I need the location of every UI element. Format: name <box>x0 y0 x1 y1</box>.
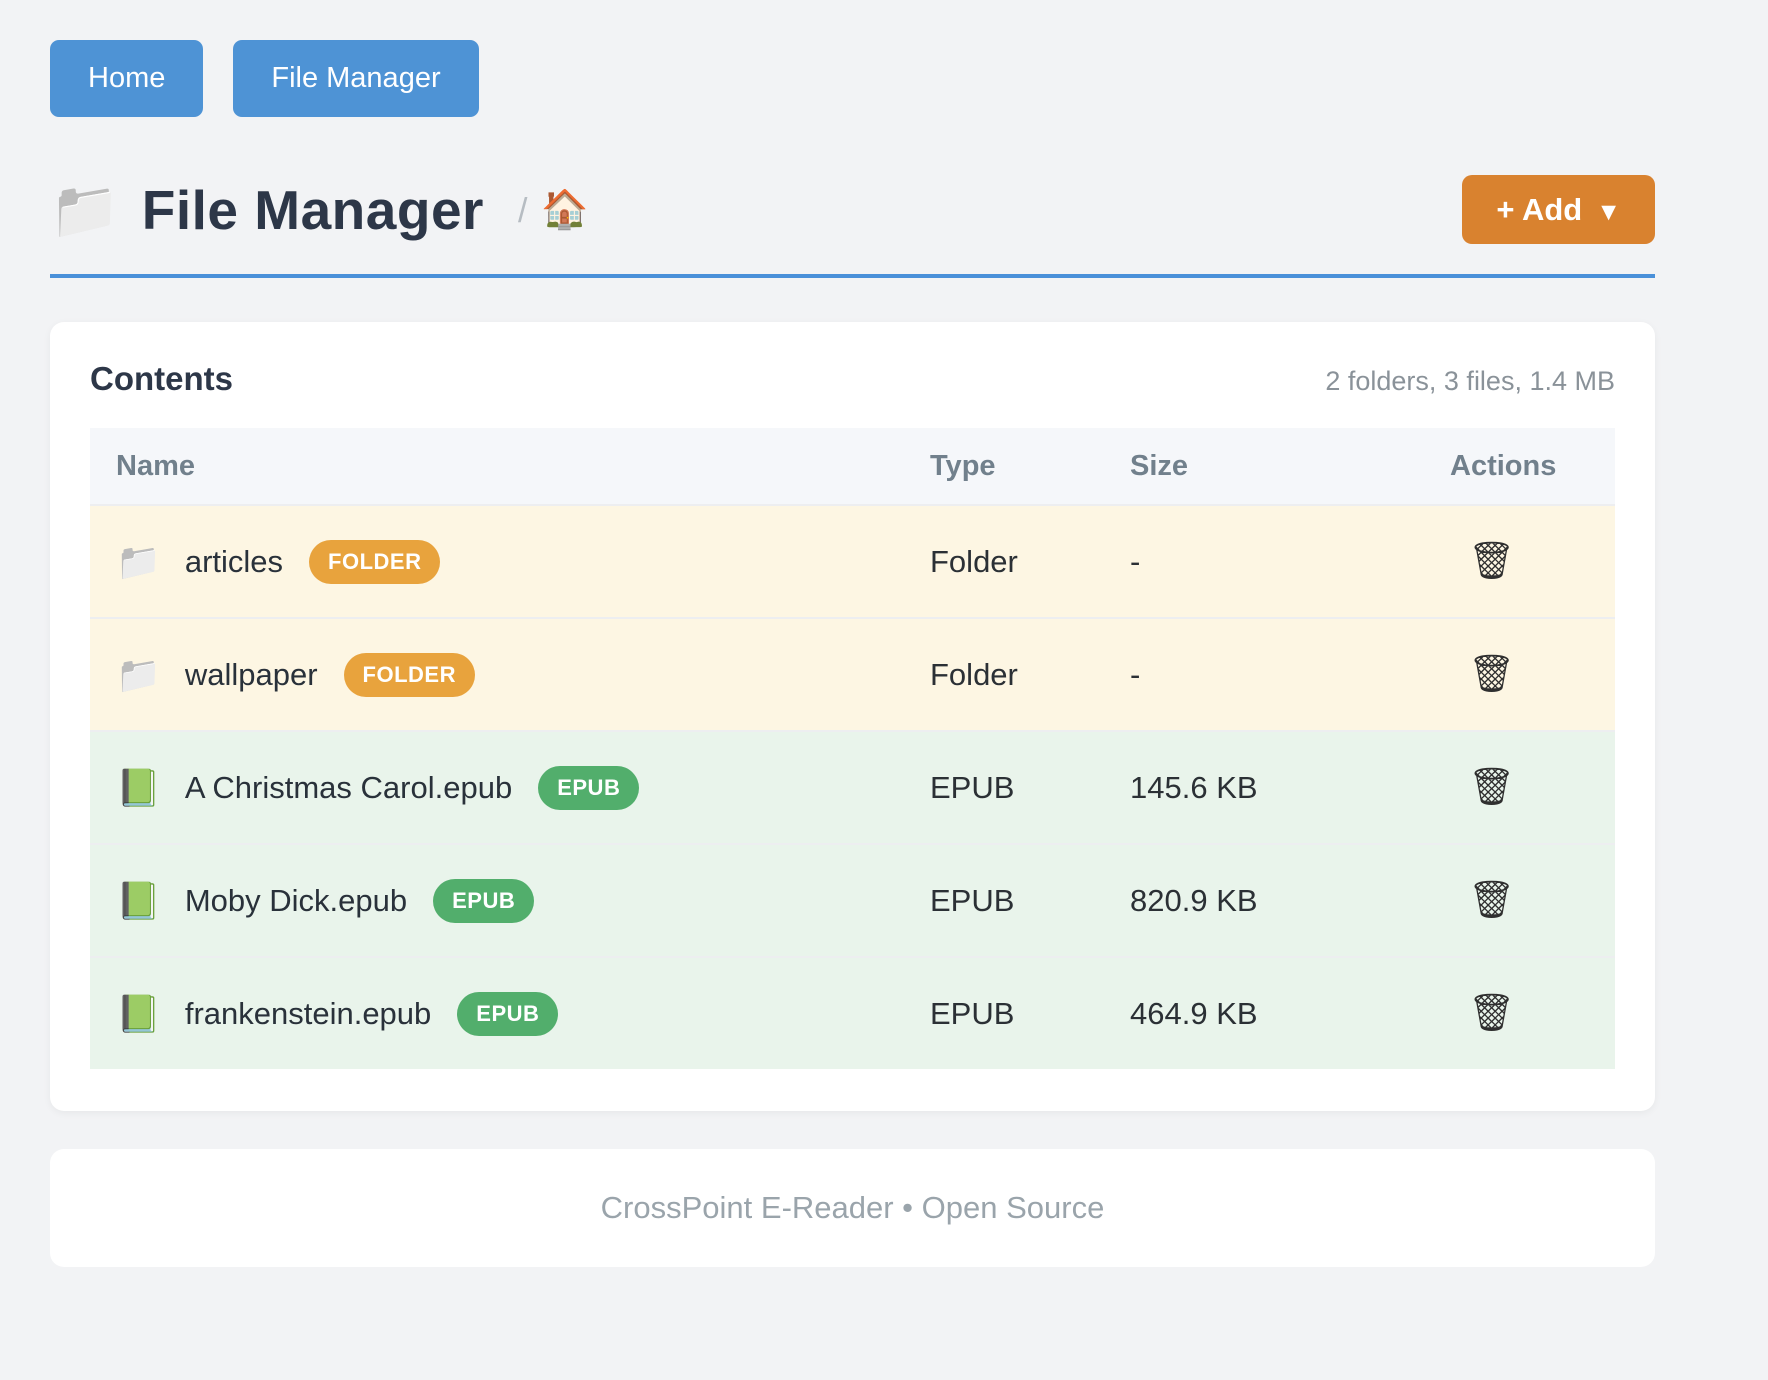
folder-icon: 📁 <box>50 177 120 241</box>
type-value: Folder <box>930 543 1018 579</box>
home-icon[interactable]: 🏠 <box>541 188 589 231</box>
size-value: 464.9 KB <box>1130 995 1258 1031</box>
file-table: Name Type Size Actions 📁 articles FOLDER… <box>90 428 1615 1069</box>
type-value: Folder <box>930 656 1018 692</box>
chevron-down-icon: ▼ <box>1596 197 1621 226</box>
page-title: File Manager <box>141 178 484 241</box>
title-divider <box>50 274 1655 278</box>
type-value: EPUB <box>930 769 1015 805</box>
add-button[interactable]: + Add ▼ <box>1462 175 1655 244</box>
table-row-frankenstein: 📗 frankenstein.epub EPUB EPUB 464.9 KB 🗑 <box>90 956 1615 1069</box>
file-name-link[interactable]: frankenstein.epub <box>184 995 432 1031</box>
size-value: 145.6 KB <box>1130 769 1258 805</box>
file-name-link[interactable]: Moby Dick.epub <box>184 882 408 918</box>
size-value: - <box>1130 656 1141 692</box>
size-value: 820.9 KB <box>1130 882 1258 918</box>
table-header-row: Name Type Size Actions <box>90 428 1615 504</box>
file-name-link[interactable]: A Christmas Carol.epub <box>184 769 513 805</box>
file-name-link[interactable]: wallpaper <box>184 656 318 692</box>
trash-icon[interactable]: 🗑 <box>1468 540 1515 581</box>
contents-summary: 2 folders, 3 files, 1.4 MB <box>1325 366 1615 396</box>
page-container: Home File Manager 📁 File Manager / 🏠 + A… <box>50 0 1655 1267</box>
table-row-moby-dick: 📗 Moby Dick.epub EPUB EPUB 820.9 KB 🗑 <box>90 843 1615 956</box>
trash-icon[interactable]: 🗑 <box>1468 879 1515 920</box>
book-icon: 📗 <box>116 879 161 921</box>
file-name-link[interactable]: articles <box>184 543 284 579</box>
folder-icon: 📁 <box>116 653 161 695</box>
trash-icon[interactable]: 🗑 <box>1468 992 1515 1033</box>
folder-icon: 📁 <box>116 540 161 582</box>
contents-heading: Contents <box>90 360 233 397</box>
breadcrumb-separator: / <box>517 191 528 230</box>
table-row-wallpaper: 📁 wallpaper FOLDER Folder - 🗑 <box>90 617 1615 730</box>
folder-badge: FOLDER <box>343 652 475 697</box>
trash-icon[interactable]: 🗑 <box>1468 653 1515 694</box>
footer-text: CrossPoint E-Reader • Open Source <box>600 1190 1105 1225</box>
top-nav: Home File Manager <box>50 40 1655 117</box>
book-icon: 📗 <box>116 992 161 1034</box>
page-header: 📁 File Manager / 🏠 + Add ▼ <box>50 175 1655 244</box>
book-icon: 📗 <box>116 766 161 808</box>
type-value: EPUB <box>930 882 1015 918</box>
nav-home-button[interactable]: Home <box>50 40 204 117</box>
column-header-type: Type <box>930 449 996 482</box>
footer: CrossPoint E-Reader • Open Source <box>50 1149 1655 1267</box>
add-button-label: + Add <box>1496 191 1583 227</box>
epub-badge: EPUB <box>433 878 535 923</box>
folder-badge: FOLDER <box>309 539 441 584</box>
epub-badge: EPUB <box>457 991 559 1036</box>
card-header: Contents 2 folders, 3 files, 1.4 MB <box>90 360 1615 398</box>
nav-file-manager-button[interactable]: File Manager <box>233 40 479 117</box>
epub-badge: EPUB <box>538 765 640 810</box>
table-row-christmas-carol: 📗 A Christmas Carol.epub EPUB EPUB 145.6… <box>90 730 1615 843</box>
column-header-size: Size <box>1130 449 1189 482</box>
breadcrumb: / 🏠 <box>518 188 589 232</box>
size-value: - <box>1130 543 1141 579</box>
column-header-name: Name <box>116 449 195 482</box>
contents-card: Contents 2 folders, 3 files, 1.4 MB Name… <box>50 322 1655 1111</box>
trash-icon[interactable]: 🗑 <box>1468 766 1515 807</box>
column-header-actions: Actions <box>1450 449 1557 482</box>
type-value: EPUB <box>930 995 1015 1031</box>
table-row-articles: 📁 articles FOLDER Folder - 🗑 <box>90 504 1615 617</box>
